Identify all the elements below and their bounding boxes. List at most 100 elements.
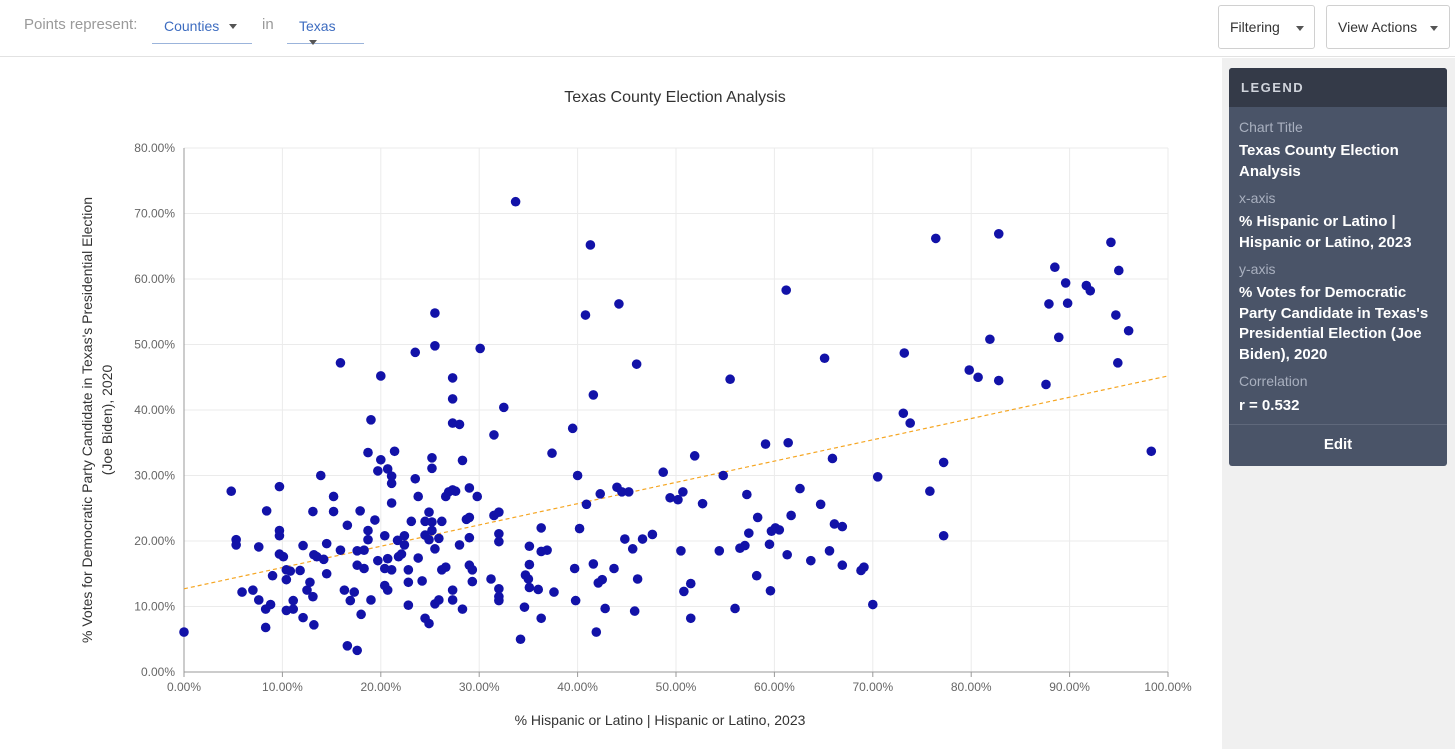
data-point (524, 559, 535, 570)
state-select[interactable]: Texas (287, 10, 364, 45)
data-point (309, 620, 319, 630)
data-point (464, 512, 475, 523)
data-point (342, 641, 353, 651)
data-point (285, 566, 296, 576)
data-point (424, 534, 434, 545)
edit-button[interactable]: Edit (1229, 424, 1447, 466)
data-point (363, 534, 373, 545)
data-point (454, 419, 465, 430)
data-point (899, 348, 910, 358)
chevron-down-icon (309, 40, 317, 45)
data-point (366, 595, 376, 605)
data-point (1123, 325, 1134, 336)
data-point (308, 506, 318, 517)
data-point (328, 491, 339, 502)
x-tick-label: 30.00% (459, 680, 500, 694)
data-point (352, 645, 362, 656)
data-point (1146, 446, 1157, 457)
data-point (765, 585, 776, 596)
state-select-value: Texas (299, 18, 336, 34)
data-point (549, 587, 559, 597)
data-point (827, 453, 838, 464)
data-point (665, 492, 675, 503)
data-point (637, 534, 648, 544)
x-tick-label: 70.00% (852, 680, 893, 694)
legend-correlation-key: Correlation (1239, 373, 1308, 389)
unit-select-value: Counties (164, 18, 220, 34)
data-point (386, 498, 397, 508)
data-point (363, 447, 373, 458)
data-point (457, 455, 468, 466)
in-label: in (262, 16, 274, 33)
view-actions-button[interactable]: View Actions (1326, 5, 1450, 49)
data-point (447, 394, 458, 404)
legend-y-key: y-axis (1239, 261, 1276, 277)
data-point (572, 470, 583, 481)
data-point (494, 595, 504, 606)
data-point (533, 584, 544, 595)
data-point (363, 525, 373, 536)
data-point (632, 574, 643, 584)
y-tick-label: 50.00% (134, 338, 175, 352)
data-point (359, 563, 369, 574)
data-point (494, 536, 504, 547)
data-point (464, 483, 475, 493)
x-tick-label: 90.00% (1049, 680, 1090, 694)
data-point (403, 577, 414, 588)
data-point (430, 341, 440, 351)
y-tick-label: 60.00% (134, 272, 175, 286)
data-point (403, 600, 414, 610)
data-point (308, 591, 318, 602)
data-point (413, 553, 423, 563)
data-point (824, 546, 835, 556)
data-point (430, 544, 440, 554)
data-point (315, 470, 326, 481)
data-point (427, 517, 437, 527)
x-tick-label: 0.00% (167, 680, 201, 694)
data-point (829, 519, 840, 529)
data-point (494, 528, 504, 539)
y-tick-label: 0.00% (141, 665, 175, 679)
y-tick-label: 80.00% (134, 141, 175, 155)
data-point (1114, 265, 1124, 276)
data-point (1053, 332, 1064, 343)
data-point (345, 595, 356, 606)
x-tick-label: 20.00% (360, 680, 401, 694)
data-point (335, 358, 346, 368)
data-point (536, 613, 546, 624)
data-point (352, 546, 362, 556)
data-point (386, 478, 397, 489)
chart-area: Texas County Election Analysis 0.00% 10.0… (0, 58, 1222, 749)
data-point (1113, 358, 1123, 368)
data-point (179, 627, 189, 637)
data-point (342, 520, 353, 531)
data-point (752, 512, 763, 523)
data-point (536, 523, 546, 533)
data-point (437, 516, 447, 527)
x-tick-label: 80.00% (951, 680, 992, 694)
data-point (837, 560, 848, 571)
data-point (386, 565, 397, 575)
data-point (515, 634, 526, 645)
data-point (938, 530, 949, 541)
data-point (1060, 278, 1071, 288)
data-point (697, 498, 708, 509)
data-point (524, 541, 535, 552)
data-point (685, 578, 696, 589)
data-point (964, 365, 975, 375)
data-point (376, 371, 386, 381)
data-point (305, 577, 315, 588)
data-point (786, 510, 796, 521)
data-point (872, 472, 883, 482)
data-point (417, 576, 427, 586)
data-point (806, 555, 816, 566)
data-point (434, 533, 444, 544)
data-point (973, 372, 983, 383)
data-point (355, 506, 365, 516)
filtering-button[interactable]: Filtering (1218, 5, 1315, 49)
data-point (467, 576, 478, 587)
data-point (226, 486, 237, 497)
data-point (679, 586, 689, 597)
data-point (623, 487, 634, 497)
unit-select[interactable]: Counties (152, 10, 252, 44)
